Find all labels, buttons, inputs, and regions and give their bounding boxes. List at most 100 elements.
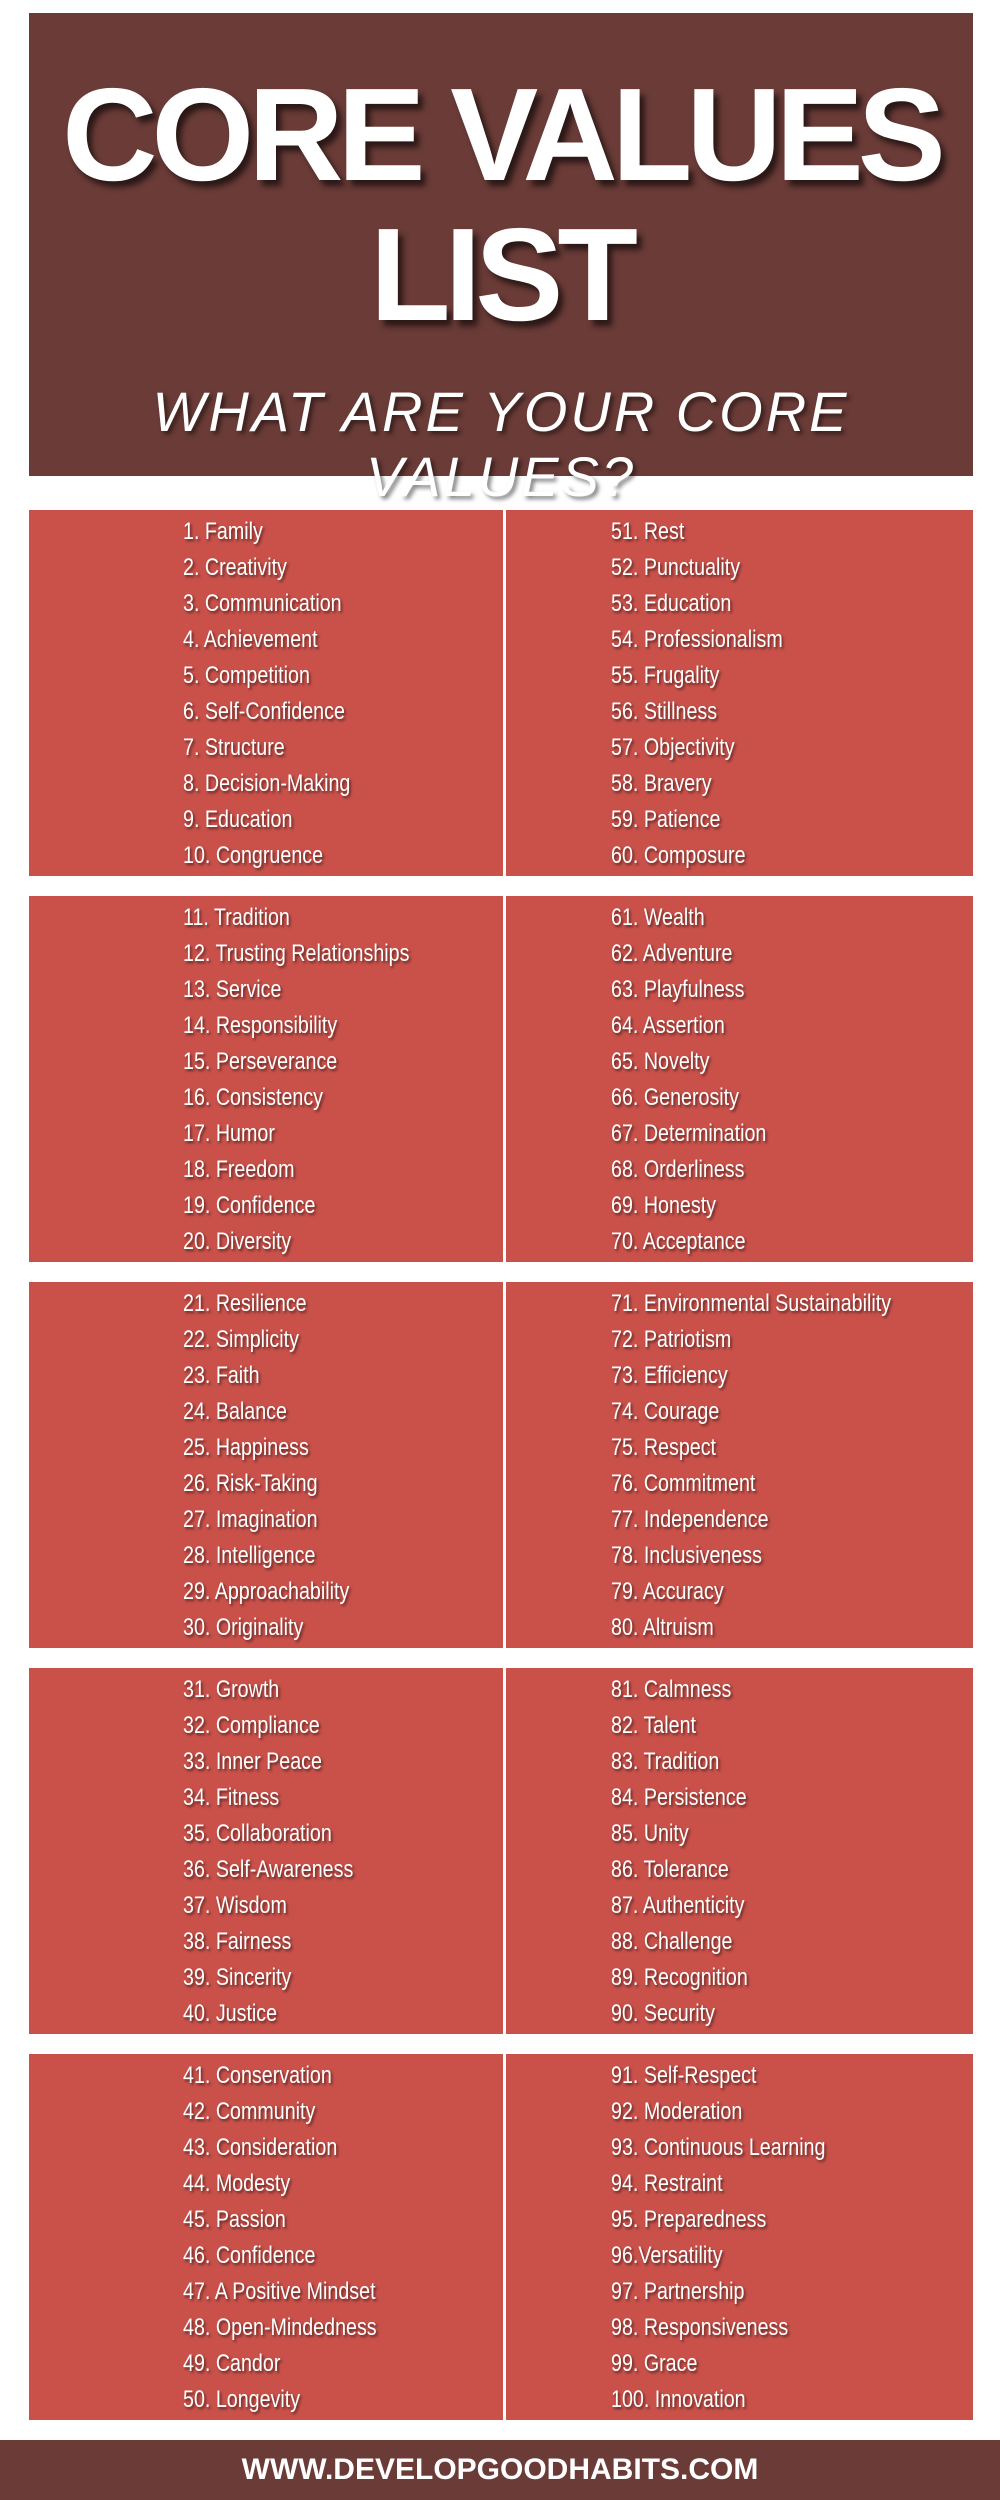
value-item: 77. Independence xyxy=(611,1506,769,1533)
value-block: 1. Family 2. Creativity 3. Communication 4.… xyxy=(29,510,973,876)
value-item: 28. Intelligence xyxy=(183,1542,316,1569)
value-item: 38. Fairness xyxy=(183,1928,292,1955)
value-item: 35. Collaboration xyxy=(183,1820,332,1847)
value-item: 60. Composure xyxy=(611,842,746,869)
value-item: 98. Responsiveness xyxy=(611,2314,789,2341)
value-item: 30. Originality xyxy=(183,1614,304,1641)
value-item: 9. Education xyxy=(183,806,293,833)
value-item: 23. Faith xyxy=(183,1362,260,1389)
value-item: 100. Innovation xyxy=(611,2386,746,2413)
column-divider xyxy=(503,1282,506,1648)
title-line: CORE VALUES xyxy=(62,61,946,208)
value-item: 54. Professionalism xyxy=(611,626,783,653)
value-item: 33. Inner Peace xyxy=(183,1748,322,1775)
value-item: 99. Grace xyxy=(611,2350,698,2377)
value-item: 46. Confidence xyxy=(183,2242,316,2269)
value-item: 85. Unity xyxy=(611,1820,689,1847)
value-item: 27. Imagination xyxy=(183,1506,318,1533)
value-item: 80. Altruism xyxy=(611,1614,714,1641)
value-item: 1. Family xyxy=(183,518,263,545)
value-item: 51. Rest xyxy=(611,518,685,545)
value-item: 41. Conservation xyxy=(183,2062,332,2089)
value-item: 73. Efficiency xyxy=(611,1362,728,1389)
value-item: 71. Environmental Sustainability xyxy=(611,1290,892,1317)
value-item: 10. Congruence xyxy=(183,842,324,869)
value-item: 19. Confidence xyxy=(183,1192,316,1219)
value-item: 64. Assertion xyxy=(611,1012,725,1039)
value-item: 63. Playfulness xyxy=(611,976,745,1003)
value-item: 70. Acceptance xyxy=(611,1228,746,1255)
value-item: 97. Partnership xyxy=(611,2278,745,2305)
value-item: 62. Adventure xyxy=(611,940,733,967)
value-item: 37. Wisdom xyxy=(183,1892,287,1919)
value-item: 32. Compliance xyxy=(183,1712,320,1739)
value-item: 66. Generosity xyxy=(611,1084,739,1111)
value-item: 2. Creativity xyxy=(183,554,287,581)
value-item: 29. Approachability xyxy=(183,1578,350,1605)
value-item: 8. Decision-Making xyxy=(183,770,351,797)
value-item: 67. Determination xyxy=(611,1120,767,1147)
value-item: 47. A Positive Mindset xyxy=(183,2278,376,2305)
value-item: 76. Commitment xyxy=(611,1470,756,1497)
column-divider xyxy=(503,896,506,1262)
value-item: 96.Versatility xyxy=(611,2242,723,2269)
value-item: 20. Diversity xyxy=(183,1228,292,1255)
value-item: 44. Modesty xyxy=(183,2170,291,2197)
value-item: 25. Happiness xyxy=(183,1434,309,1461)
value-item: 75. Respect xyxy=(611,1434,717,1461)
value-item: 52. Punctuality xyxy=(611,554,741,581)
value-item: 15. Perseverance xyxy=(183,1048,338,1075)
value-item: 49. Candor xyxy=(183,2350,281,2377)
value-item: 24. Balance xyxy=(183,1398,287,1425)
value-item: 45. Passion xyxy=(183,2206,286,2233)
value-item: 82. Talent xyxy=(611,1712,696,1739)
value-item: 78. Inclusiveness xyxy=(611,1542,762,1569)
value-item: 83. Tradition xyxy=(611,1748,720,1775)
value-item: 81. Calmness xyxy=(611,1676,732,1703)
value-item: 65. Novelty xyxy=(611,1048,710,1075)
footer: WWW.DEVELOPGOODHABITS.COM xyxy=(0,2440,1000,2500)
value-item: 39. Sincerity xyxy=(183,1964,292,1991)
value-item: 40. Justice xyxy=(183,2000,278,2027)
value-item: 57. Objectivity xyxy=(611,734,735,761)
value-block: 31. Growth 32. Compliance 33. Inner Peace 3… xyxy=(29,1668,973,2034)
value-item: 21. Resilience xyxy=(183,1290,307,1317)
value-item: 53. Education xyxy=(611,590,732,617)
value-item: 4. Achievement xyxy=(183,626,318,653)
value-item: 42. Community xyxy=(183,2098,316,2125)
value-item: 72. Patriotism xyxy=(611,1326,732,1353)
value-item: 6. Self-Confidence xyxy=(183,698,345,725)
value-item: 31. Growth xyxy=(183,1676,280,1703)
value-item: 84. Persistence xyxy=(611,1784,747,1811)
value-item: 90. Security xyxy=(611,2000,715,2027)
column-divider xyxy=(503,2054,506,2420)
value-block: 11. Tradition 12. Trusting Relationships 1… xyxy=(29,896,973,1262)
value-item: 69. Honesty xyxy=(611,1192,717,1219)
value-item: 79. Accuracy xyxy=(611,1578,724,1605)
value-item: 92. Moderation xyxy=(611,2098,743,2125)
title-line: LIST xyxy=(370,201,638,348)
value-item: 16. Consistency xyxy=(183,1084,324,1111)
value-item: 86. Tolerance xyxy=(611,1856,729,1883)
value-item: 7. Structure xyxy=(183,734,285,761)
value-item: 14. Responsibility xyxy=(183,1012,338,1039)
value-item: 36. Self-Awareness xyxy=(183,1856,354,1883)
value-item: 68. Orderliness xyxy=(611,1156,745,1183)
value-item: 88. Challenge xyxy=(611,1928,733,1955)
value-item: 18. Freedom xyxy=(183,1156,295,1183)
value-item: 93. Continuous Learning xyxy=(611,2134,826,2161)
value-item: 22. Simplicity xyxy=(183,1326,299,1353)
value-item: 3. Communication xyxy=(183,590,342,617)
value-item: 43. Consideration xyxy=(183,2134,338,2161)
column-divider xyxy=(503,510,506,876)
value-item: 58. Bravery xyxy=(611,770,712,797)
value-item: 94. Restraint xyxy=(611,2170,723,2197)
value-block: 21. Resilience 22. Simplicity 23. Faith 24.… xyxy=(29,1282,973,1648)
value-block: 41. Conservation 42. Community 43. Conside… xyxy=(29,2054,973,2420)
value-item: 87. Authenticity xyxy=(611,1892,745,1919)
value-item: 12. Trusting Relationships xyxy=(183,940,410,967)
subtitle: WHAT ARE YOUR CORE VALUES? xyxy=(152,380,850,508)
value-item: 5. Competition xyxy=(183,662,310,689)
value-item: 50. Longevity xyxy=(183,2386,301,2413)
